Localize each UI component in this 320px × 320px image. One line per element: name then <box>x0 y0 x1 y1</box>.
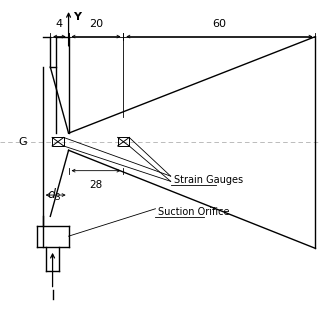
Text: 20: 20 <box>89 19 103 29</box>
Text: 28: 28 <box>89 180 103 190</box>
Text: Strain Gauges: Strain Gauges <box>174 175 243 185</box>
Text: G: G <box>18 137 27 147</box>
Text: $d_3$: $d_3$ <box>47 187 62 203</box>
Bar <box>118 138 129 146</box>
Text: 4: 4 <box>56 19 63 29</box>
Text: Y: Y <box>73 12 81 22</box>
Bar <box>52 138 64 146</box>
Text: Suction Orifice: Suction Orifice <box>158 207 230 217</box>
Text: 60: 60 <box>212 19 227 29</box>
